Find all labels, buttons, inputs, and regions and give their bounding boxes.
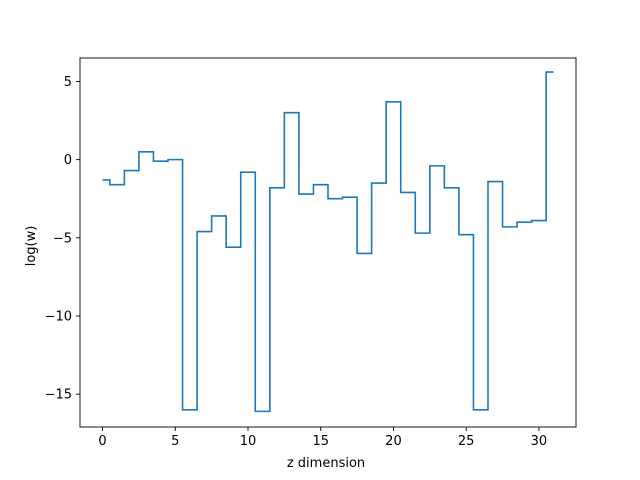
y-axis-label: log(w) (24, 226, 39, 267)
y-tick-label: 0 (64, 153, 72, 168)
x-tick-label: 30 (531, 434, 548, 449)
x-tick-label: 20 (385, 434, 402, 449)
x-axis-ticks: 0 5 10 15 20 25 30 (98, 427, 547, 449)
y-tick-label: −10 (45, 309, 72, 324)
y-tick-label: −5 (53, 231, 72, 246)
x-tick-label: 15 (312, 434, 329, 449)
y-tick-label: −15 (45, 388, 72, 403)
x-axis-label: z dimension (287, 456, 365, 471)
series-step-line (102, 71, 554, 413)
y-tick-label: 5 (64, 75, 72, 90)
axes-frame (79, 57, 577, 428)
x-tick-label: 5 (171, 434, 179, 449)
x-tick-label: 0 (98, 434, 106, 449)
x-tick-label: 10 (240, 434, 257, 449)
series-layer (102, 71, 554, 413)
y-axis-ticks: 5 0 −5 −10 −15 (45, 75, 80, 403)
plot-area (79, 57, 577, 428)
x-tick-label: 25 (458, 434, 475, 449)
